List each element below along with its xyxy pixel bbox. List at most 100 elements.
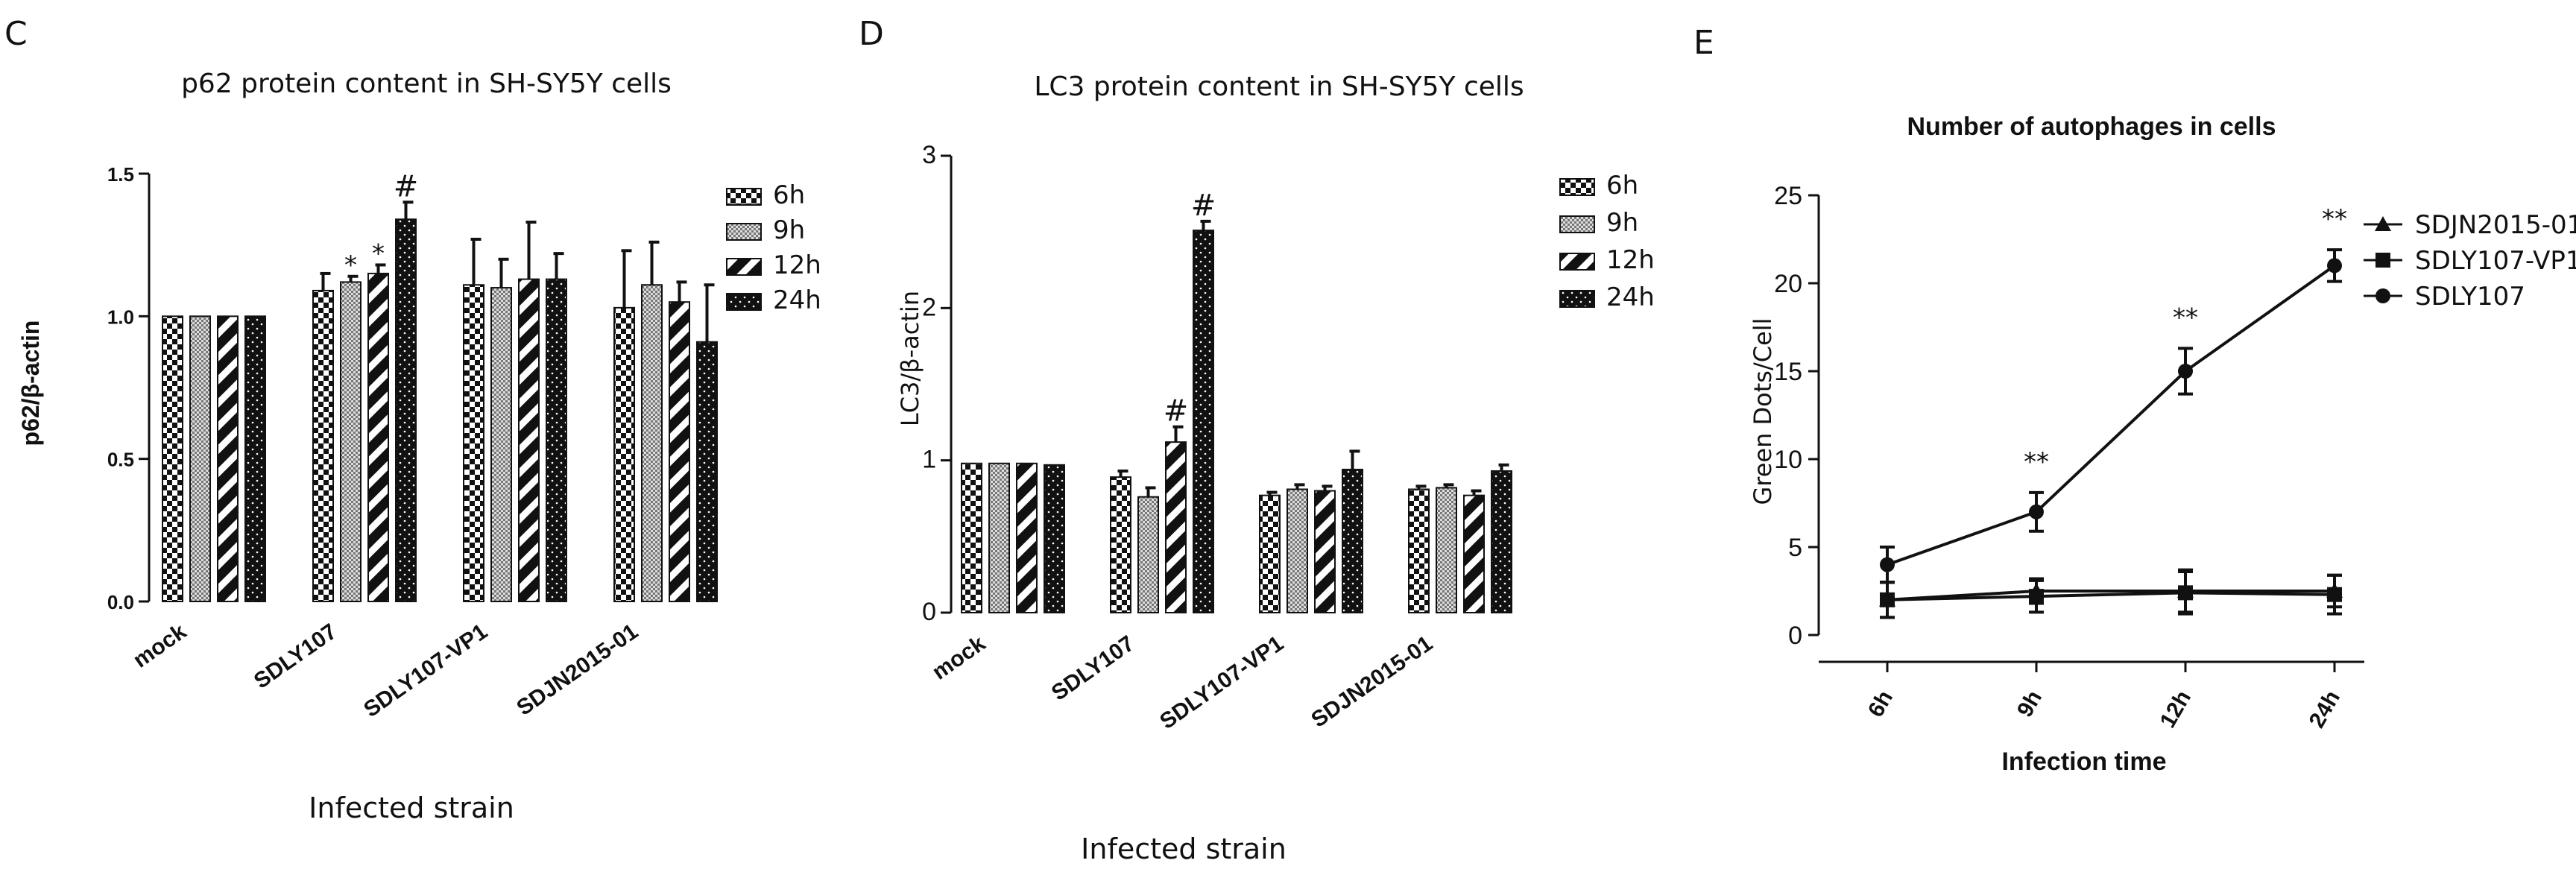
legend-label: SDJN2015-01 bbox=[2415, 210, 2576, 240]
marker-circle bbox=[2327, 258, 2342, 274]
bar-9h bbox=[988, 462, 1010, 614]
marker-square bbox=[2375, 253, 2390, 268]
marker-square bbox=[1880, 592, 1895, 607]
panel-letter-e: E bbox=[1693, 24, 1714, 62]
x-tick-label: 6h bbox=[1863, 686, 1898, 721]
y-tick-label: 25 bbox=[1774, 182, 1802, 210]
y-tick-label: 20 bbox=[1774, 270, 1802, 298]
x-tick-label: 24h bbox=[2305, 686, 2345, 732]
bar-6h bbox=[1408, 488, 1430, 613]
panel-letter-d: D bbox=[859, 15, 884, 53]
y-tick-label: 3 bbox=[922, 141, 936, 169]
bar-6h bbox=[463, 284, 484, 602]
bar-9h bbox=[490, 287, 512, 602]
marker-circle bbox=[2375, 288, 2390, 303]
x-category-label: SDLY107-VP1 bbox=[359, 619, 492, 722]
bar-24h bbox=[1342, 468, 1363, 614]
x-category-label: SDJN2015-01 bbox=[512, 619, 643, 721]
chart-title: p62 protein content in SH-SY5Y cells bbox=[181, 69, 672, 99]
chart-title: LC3 protein content in SH-SY5Y cells bbox=[1034, 72, 1524, 102]
bar-12h bbox=[217, 315, 239, 602]
legend-label: 9h bbox=[1606, 208, 1638, 238]
y-tick-label: 2 bbox=[922, 293, 936, 321]
chart-panel-d: LC3 protein content in SH-SY5Y cells LC3… bbox=[896, 72, 1655, 865]
bar-6h bbox=[961, 462, 982, 614]
legend-swatch-9h bbox=[1559, 215, 1595, 233]
marker-circle bbox=[1880, 557, 1895, 572]
bar-24h bbox=[1193, 230, 1214, 613]
y-axis-label: p62/β-actin bbox=[17, 320, 44, 446]
x-tick-label: 12h bbox=[2156, 686, 2196, 732]
y-axis-label: Green Dots/Cell bbox=[1749, 318, 1777, 505]
bar-6h bbox=[1110, 476, 1131, 613]
bar-9h bbox=[189, 315, 211, 602]
series-line-SDLY107-VP1 bbox=[1887, 591, 2335, 601]
legend-swatch-24h bbox=[726, 293, 762, 311]
significance-label: # bbox=[394, 169, 419, 203]
bar-9h bbox=[1137, 496, 1159, 613]
y-tick-label: 10 bbox=[1774, 446, 1802, 474]
significance-label: # bbox=[1191, 189, 1216, 223]
bar-9h bbox=[1436, 487, 1457, 613]
bar-12h bbox=[367, 272, 389, 602]
significance-label: ** bbox=[2024, 447, 2049, 477]
marker-circle bbox=[2178, 364, 2193, 379]
series-line-SDLY107 bbox=[1887, 264, 2336, 566]
significance-label: ** bbox=[2173, 303, 2198, 332]
legend-label: 24h bbox=[773, 285, 821, 315]
y-tick-label: 1.0 bbox=[107, 306, 134, 328]
series-line-SDJN2015-01 bbox=[1887, 590, 2334, 601]
bar-24h bbox=[244, 315, 266, 602]
y-tick-label: 0 bbox=[922, 598, 936, 626]
bar-6h bbox=[312, 289, 334, 602]
bar-9h bbox=[1287, 488, 1308, 613]
marker-square bbox=[2327, 587, 2342, 602]
bar-9h bbox=[340, 281, 362, 602]
chart-panel-e: Number of autophages in cells Green Dots… bbox=[1749, 113, 2576, 776]
x-tick-label: 9h bbox=[2012, 686, 2047, 721]
bar-24h bbox=[395, 218, 417, 602]
marker-square bbox=[2029, 589, 2044, 604]
bar-24h bbox=[696, 341, 718, 602]
legend-swatch-12h bbox=[1559, 253, 1595, 271]
bar-12h bbox=[1314, 490, 1336, 613]
significance-label: * bbox=[372, 239, 385, 268]
y-tick-label: 0.0 bbox=[107, 591, 134, 613]
legend-swatch-6h bbox=[1559, 178, 1595, 196]
legend-label: 24h bbox=[1606, 282, 1655, 312]
significance-label: * bbox=[344, 250, 357, 280]
legend-swatch-9h bbox=[726, 223, 762, 241]
legend-label: 6h bbox=[773, 180, 805, 210]
bar-24h bbox=[1491, 470, 1512, 613]
legend-swatch-24h bbox=[1559, 290, 1595, 308]
bar-12h bbox=[1463, 494, 1485, 613]
y-tick-label: 1.5 bbox=[107, 163, 134, 186]
marker-triangle bbox=[2375, 216, 2391, 231]
chart-title: Number of autophages in cells bbox=[1907, 113, 2276, 141]
bar-6h bbox=[162, 315, 183, 602]
bar-12h bbox=[1016, 462, 1038, 614]
legend-swatch-12h bbox=[726, 258, 762, 276]
y-axis-label: LC3/β-actin bbox=[896, 291, 924, 426]
panel-letter-c: C bbox=[4, 15, 28, 53]
bar-12h bbox=[518, 278, 540, 602]
y-tick-label: 5 bbox=[1788, 534, 1802, 562]
chart-panel-c: p62 protein content in SH-SY5Y cells p62… bbox=[17, 69, 821, 824]
legend-label: 12h bbox=[773, 250, 821, 280]
bar-24h bbox=[1044, 464, 1065, 614]
y-tick-label: 0.5 bbox=[107, 449, 134, 471]
x-category-label: SDLY107 bbox=[1047, 631, 1139, 706]
x-axis-label: Infected strain bbox=[309, 792, 514, 824]
marker-circle bbox=[2029, 504, 2044, 519]
significance-label: # bbox=[1164, 394, 1189, 429]
legend-label: SDLY107 bbox=[2415, 282, 2525, 312]
legend-label: 6h bbox=[1606, 171, 1638, 200]
legend-label: 9h bbox=[773, 215, 805, 245]
bar-12h bbox=[669, 301, 690, 602]
legend-label: 12h bbox=[1606, 245, 1655, 275]
x-axis-label: Infection time bbox=[2001, 748, 2166, 776]
x-category-label: mock bbox=[129, 619, 191, 673]
x-category-label: SDLY107 bbox=[250, 619, 341, 694]
bar-6h bbox=[613, 306, 635, 602]
